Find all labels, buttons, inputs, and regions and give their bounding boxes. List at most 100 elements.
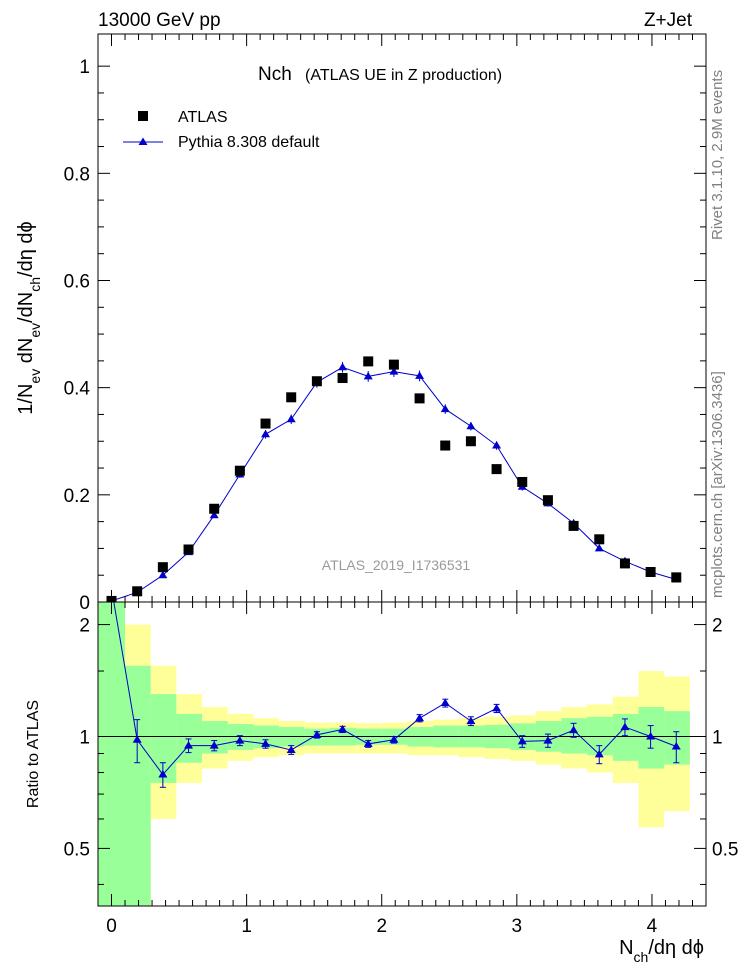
- x-axis-label: Nch/dη dϕ: [619, 937, 704, 965]
- x-tick-label: 0: [106, 916, 117, 937]
- atlas-point: [388, 359, 399, 370]
- atlas-point: [594, 534, 605, 545]
- atlas-point: [619, 558, 630, 569]
- pythia-point: [466, 421, 476, 430]
- ratio-point: [209, 741, 219, 749]
- atlas-point: [337, 373, 348, 384]
- x-tick-label: 4: [647, 916, 658, 937]
- atlas-point: [414, 393, 425, 404]
- pythia-point: [594, 543, 604, 552]
- atlas-point: [671, 572, 682, 583]
- atlas-point: [234, 465, 245, 476]
- pythia-point: [261, 429, 271, 438]
- ratio-y-tick-label: 2: [79, 616, 90, 637]
- y-tick-label: 0.8: [64, 164, 90, 185]
- atlas-point: [209, 503, 220, 514]
- ratio-point: [158, 770, 168, 778]
- watermark: ATLAS_2019_I1736531: [322, 557, 471, 573]
- ratio-point: [440, 698, 450, 707]
- y-tick-label: 1: [79, 57, 90, 78]
- ratio-point: [620, 722, 630, 731]
- header-right: Z+Jet: [644, 10, 693, 31]
- ratio-band-inner: [664, 711, 690, 765]
- y-tick-label: 0.4: [64, 379, 91, 400]
- ratio-band-inner: [125, 665, 151, 906]
- ratio-point: [338, 724, 348, 733]
- main-ticks: 0 0.2 0.4 0.6 0.8 1: [64, 34, 707, 614]
- y-tick-label: 0: [79, 593, 90, 614]
- legend-marker-atlas: [138, 111, 148, 121]
- ratio-y-tick-label-right: 2: [712, 616, 723, 637]
- atlas-point: [132, 586, 143, 597]
- ratio-point: [466, 716, 476, 725]
- y-tick-label: 0.6: [64, 271, 90, 292]
- atlas-point: [363, 356, 374, 367]
- ratio-band-inner: [150, 694, 177, 783]
- ratio-point: [543, 736, 553, 744]
- y-axis-label: 1/Nev dNev/dNch/dη dϕ: [15, 221, 43, 414]
- ratio-point: [646, 731, 656, 740]
- atlas-point: [645, 566, 656, 577]
- pythia-point: [440, 404, 450, 413]
- ratio-point: [492, 703, 502, 712]
- atlas-point: [465, 436, 476, 447]
- legend-marker-pythia: [138, 137, 148, 145]
- ratio-band-inner: [202, 721, 228, 754]
- atlas-point: [568, 520, 579, 531]
- atlas-point: [440, 440, 451, 451]
- atlas-point: [491, 464, 502, 475]
- pythia-point: [158, 570, 168, 579]
- atlas-point: [260, 418, 271, 429]
- atlas-point: [183, 544, 194, 555]
- ratio-point: [261, 739, 271, 747]
- ratio-y-label: Ratio to ATLAS: [25, 700, 42, 808]
- x-tick-label: 3: [512, 916, 523, 937]
- atlas-point: [286, 392, 297, 403]
- pythia-point: [338, 362, 348, 371]
- ratio-band-inner: [561, 718, 588, 754]
- x-tick-label: 2: [376, 916, 387, 937]
- ratio-panel: 0 1 2 3 4 0.5 0.5 1 1 2 2 Ratio to ATLAS: [25, 601, 738, 937]
- atlas-point: [517, 476, 528, 487]
- ratio-point: [671, 741, 681, 750]
- chart-subtitle: (ATLAS UE in Z production): [305, 67, 502, 84]
- atlas-point: [157, 562, 168, 573]
- ratio-point: [389, 735, 399, 743]
- ratio-marks: [98, 602, 706, 788]
- side-label-bottom: mcplots.cern.ch [arXiv:1306.3436]: [709, 371, 726, 598]
- ratio-point: [363, 739, 373, 747]
- ratio-band-inner: [612, 713, 639, 761]
- ratio-point: [235, 736, 245, 744]
- main-marks: [106, 356, 682, 602]
- pythia-point: [389, 367, 399, 375]
- ratio-ticks: 0 1 2 3 4 0.5 0.5 1 1 2 2: [64, 602, 738, 937]
- main-panel: 0 0.2 0.4 0.6 0.8 1 Nch (ATLAS UE in Z produc…: [15, 33, 707, 614]
- ratio-point: [569, 725, 579, 734]
- ratio-point: [312, 730, 322, 738]
- ratio-point: [517, 736, 527, 745]
- ratio-y-tick-label: 1: [79, 727, 90, 748]
- ratio-y-tick-label-right: 1: [712, 727, 723, 748]
- ratio-point: [132, 735, 142, 743]
- legend-label-pythia: Pythia 8.308 default: [178, 134, 320, 151]
- x-tick-label: 1: [241, 916, 252, 937]
- pythia-point: [363, 371, 373, 380]
- y-tick-label: 0.2: [64, 486, 90, 507]
- legend-label-atlas: ATLAS: [178, 109, 228, 126]
- ratio-point: [286, 745, 296, 753]
- pythia-point: [209, 510, 219, 519]
- atlas-point: [311, 376, 322, 387]
- ratio-y-tick-label-right: 0.5: [712, 839, 738, 860]
- atlas-point: [542, 495, 553, 506]
- pythia-point: [415, 371, 425, 379]
- chart-title: Nch: [258, 64, 292, 85]
- pythia-point: [492, 441, 502, 449]
- pythia-point: [286, 414, 296, 423]
- ratio-y-tick-label: 0.5: [64, 839, 90, 860]
- side-label-top: Rivet 3.1.10, 2.9M events: [709, 70, 726, 240]
- ratio-point: [184, 741, 194, 749]
- ratio-point: [594, 749, 604, 758]
- ratio-point: [415, 713, 425, 722]
- header-left: 13000 GeV pp: [98, 10, 221, 31]
